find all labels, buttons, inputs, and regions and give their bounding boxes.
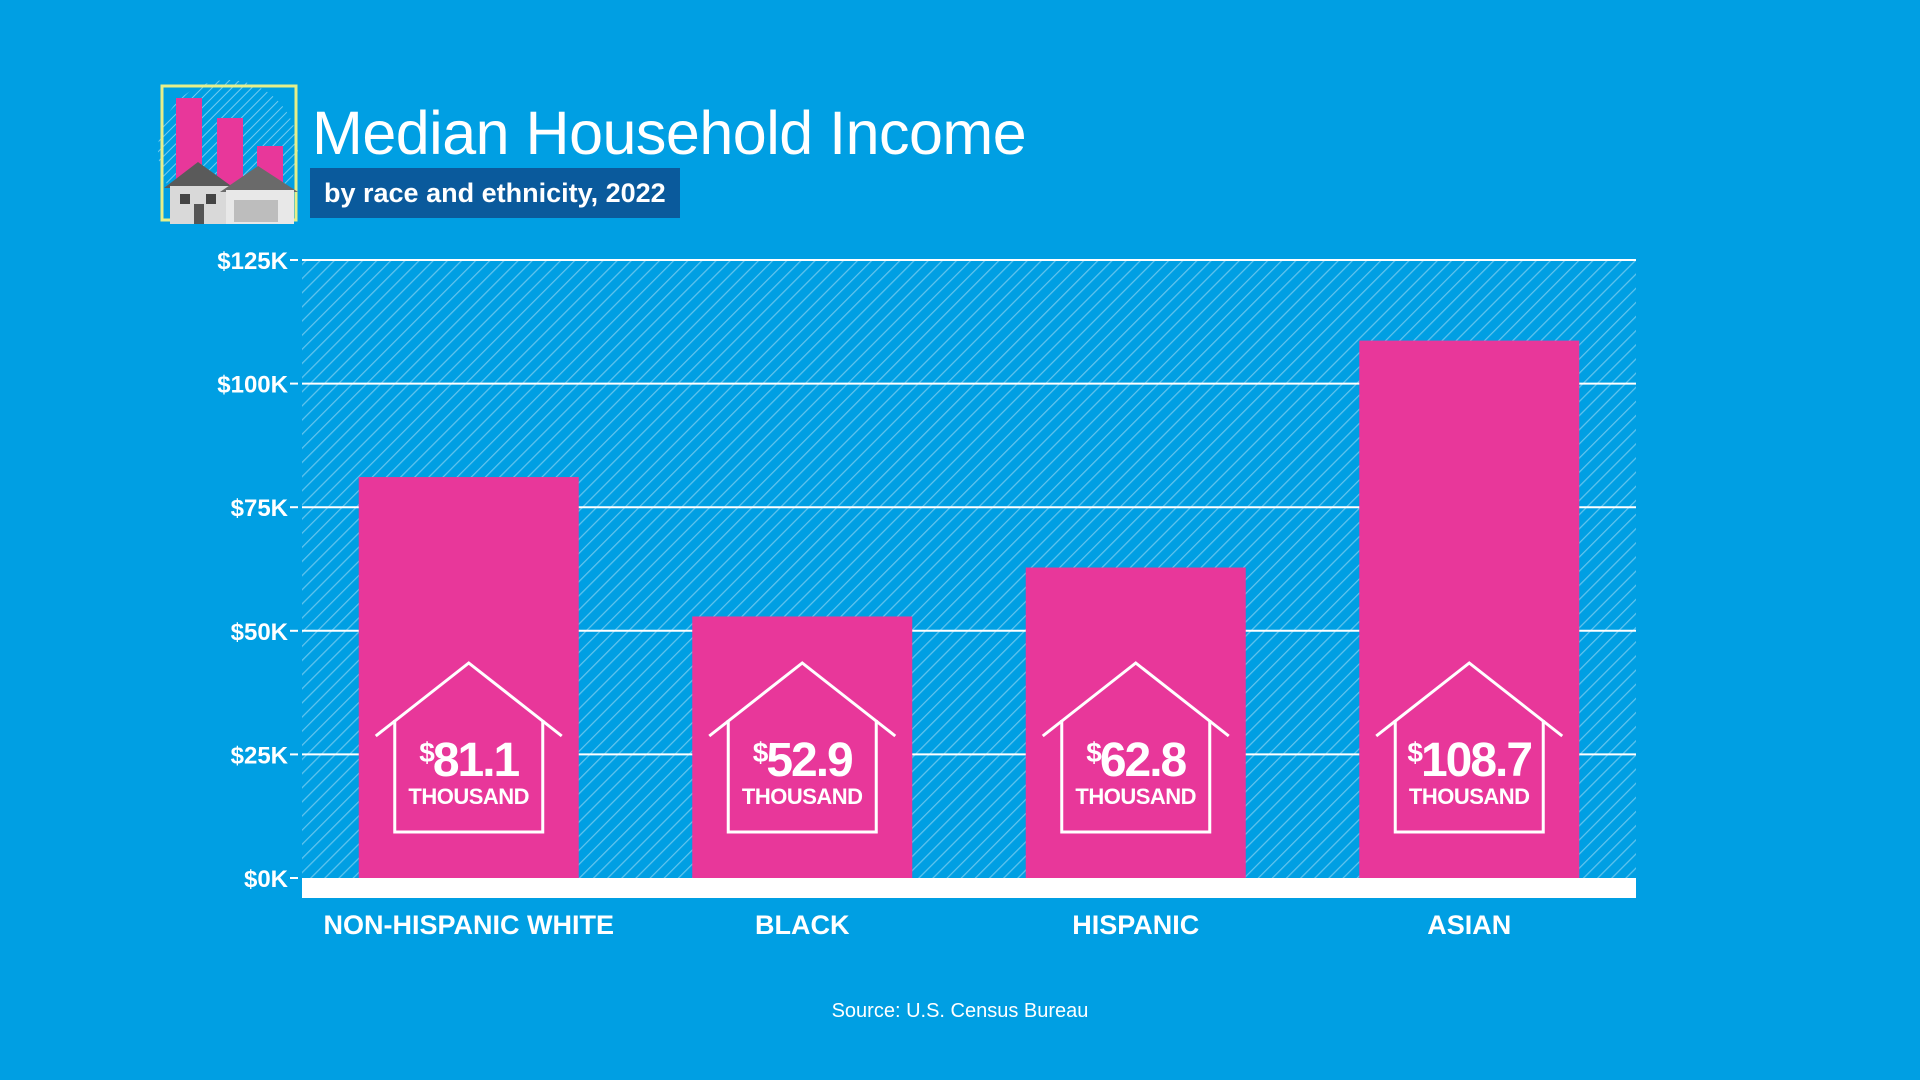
bar	[358, 477, 579, 878]
bar-value-label: $108.7	[1407, 734, 1531, 787]
y-tick-label: $75K	[231, 495, 289, 522]
y-tick-label: $100K	[217, 372, 288, 399]
y-tick-label: $125K	[217, 248, 288, 275]
y-tick-label: $0K	[244, 866, 289, 893]
x-tick-label: HISPANIC	[1072, 910, 1199, 940]
x-tick-label: NON-HISPANIC WHITE	[324, 910, 615, 940]
bar-unit-label: THOUSAND	[1409, 784, 1530, 809]
bar-unit-label: THOUSAND	[408, 784, 529, 809]
chart-subtitle: by race and ethnicity, 2022	[310, 168, 680, 218]
bar-value-label: $52.9	[753, 734, 852, 787]
y-tick-label: $50K	[231, 619, 289, 646]
bar-unit-label: THOUSAND	[742, 784, 863, 809]
bar-unit-label: THOUSAND	[1075, 784, 1196, 809]
x-tick-label: ASIAN	[1427, 910, 1511, 940]
y-tick-label: $25K	[231, 742, 289, 769]
chart-title: Median Household Income	[312, 99, 1027, 167]
house-with-bar-chart-icon	[158, 80, 298, 224]
bar-value-label: $62.8	[1086, 734, 1186, 787]
x-tick-label: BLACK	[755, 910, 850, 940]
bar-value-label: $81.1	[419, 734, 519, 787]
x-axis-baseline	[302, 878, 1636, 898]
source-note: Source: U.S. Census Bureau	[831, 1000, 1089, 1022]
